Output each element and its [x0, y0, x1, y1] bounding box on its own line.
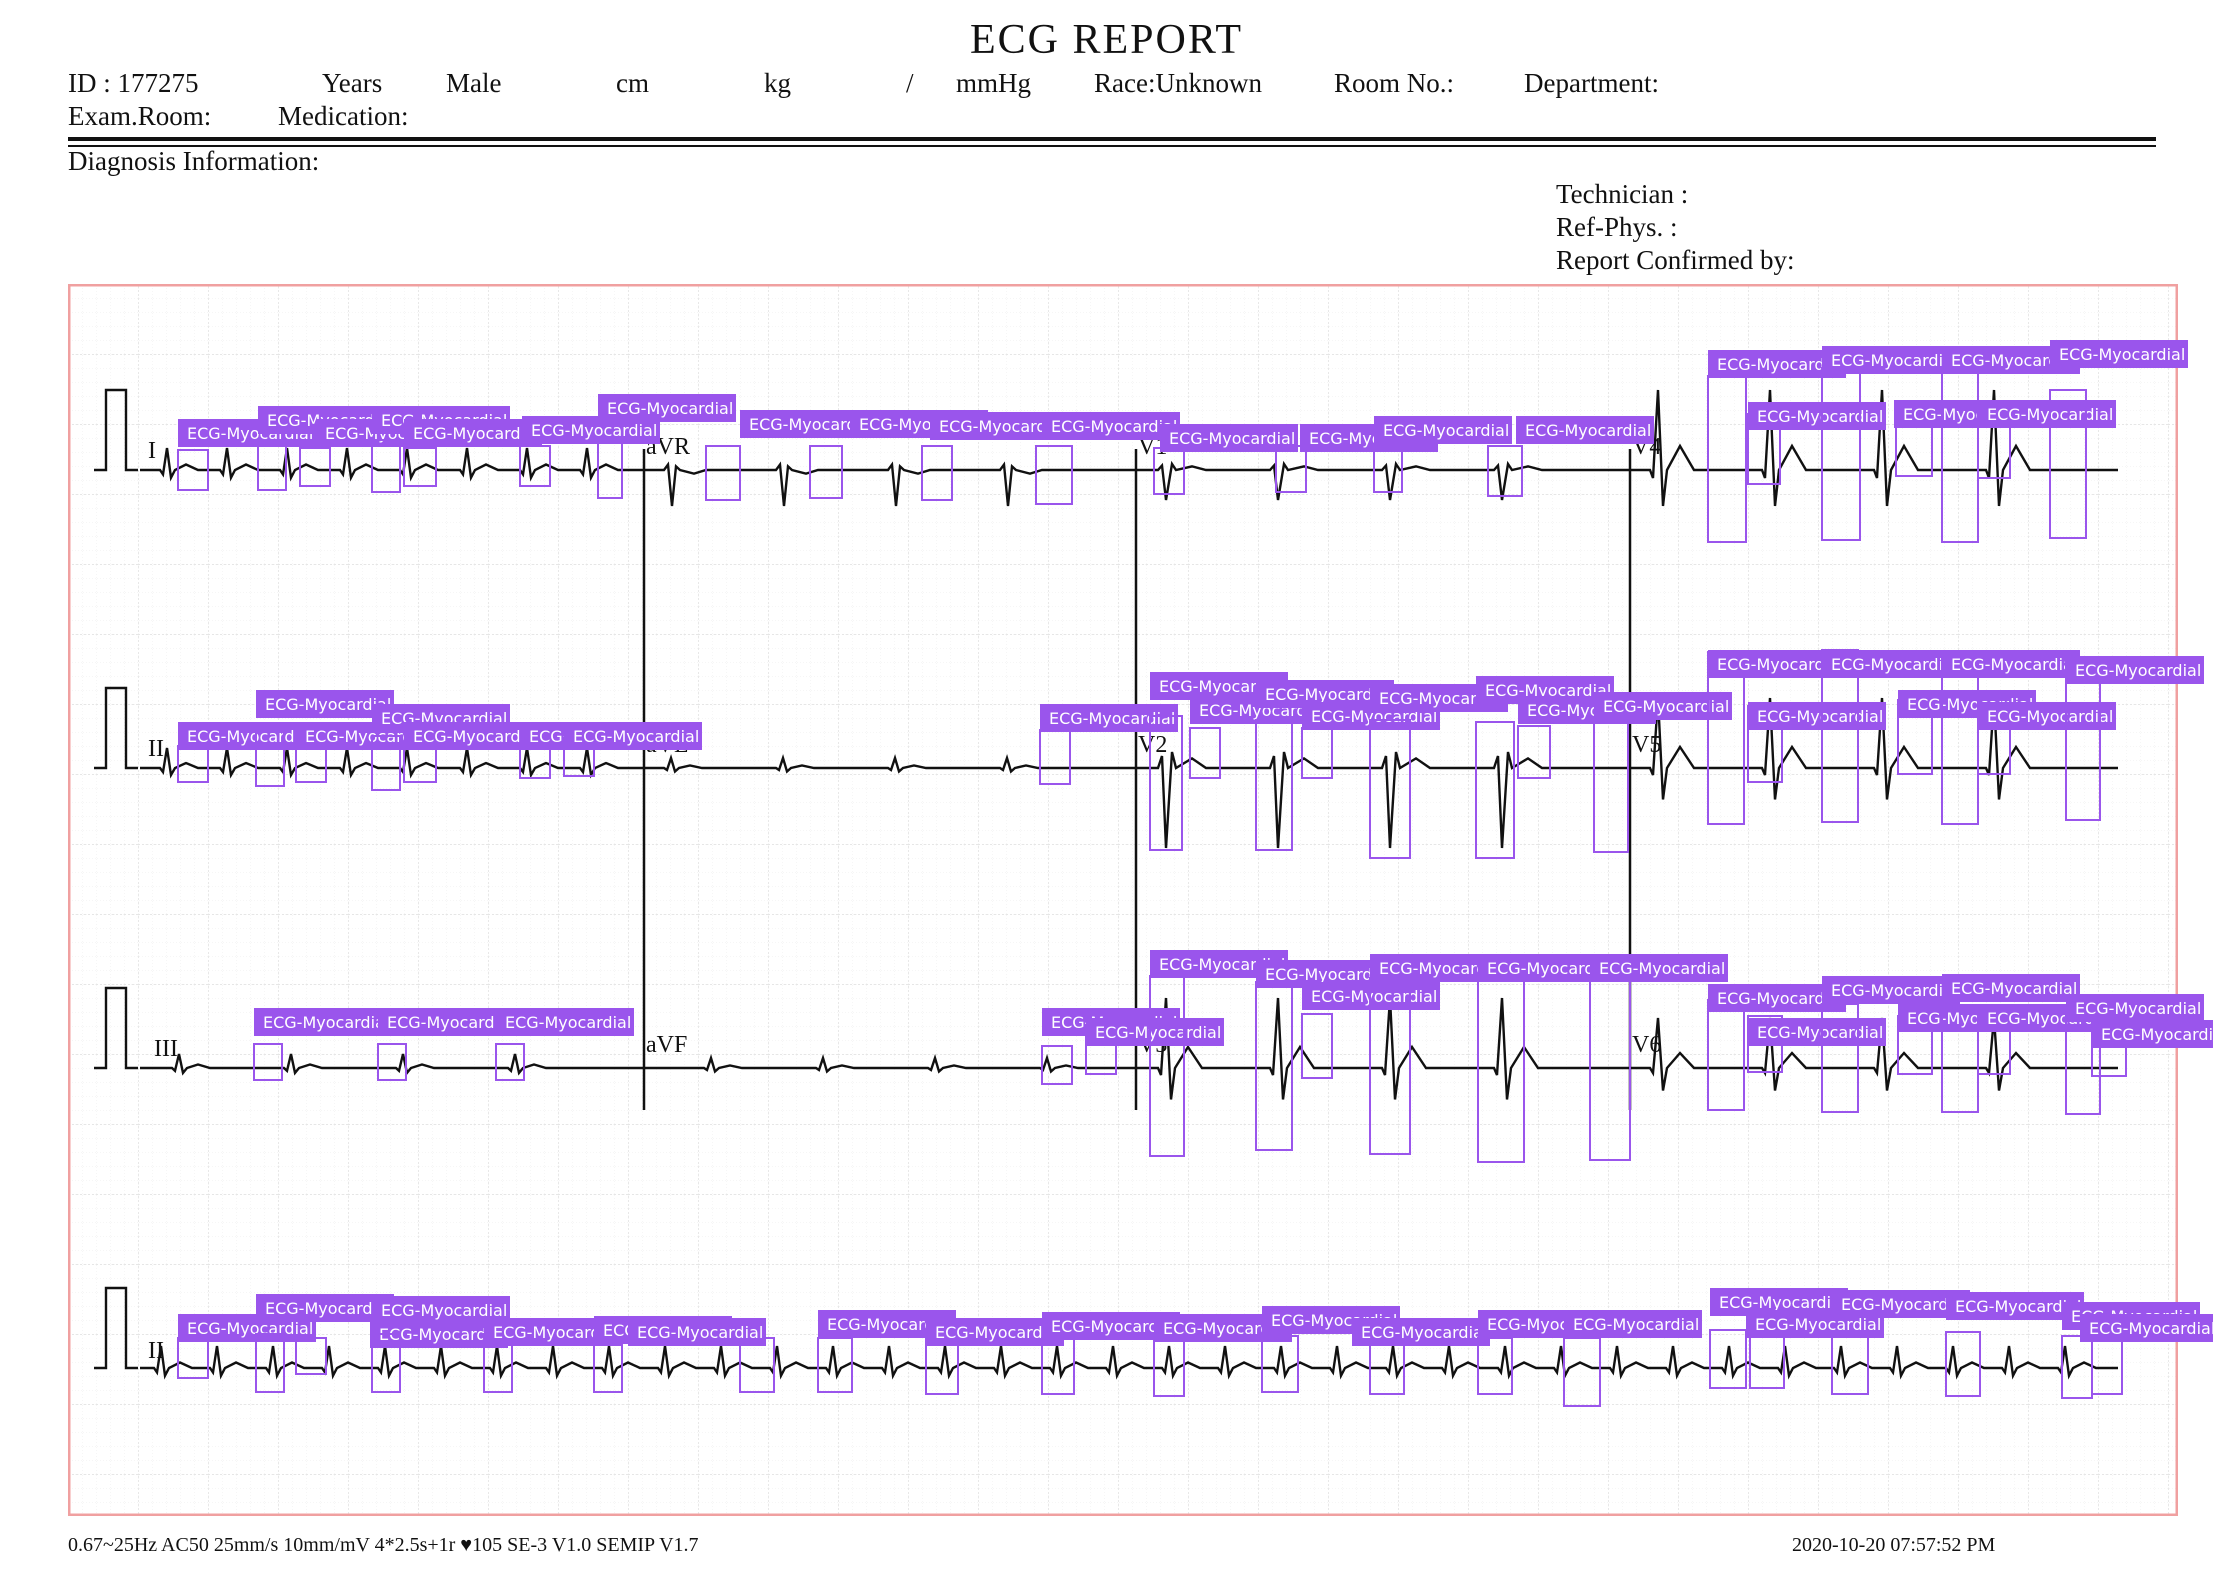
- patient-sex: Male: [446, 68, 502, 98]
- patient-years: Years: [322, 68, 383, 98]
- calibration-pulse: [94, 388, 138, 472]
- header-rule-thick: [68, 137, 2156, 141]
- trace-lead-avr: [644, 461, 1136, 507]
- lead-label-rhythm-ii: II: [148, 1338, 164, 1364]
- lead-label-v2: V2: [1138, 732, 1167, 758]
- lead-label-ii: II: [148, 736, 164, 762]
- acquisition-settings: 0.67~25Hz AC50 25mm/s 10mm/mV 4*2.5s+1r …: [68, 1534, 699, 1556]
- calibration-pulse: [94, 686, 138, 770]
- report-title: ECG REPORT: [969, 17, 1243, 63]
- header-rule-thin: [68, 145, 2156, 147]
- lead-label-v1: V1: [1138, 434, 1167, 460]
- confirmed-by-label: Report Confirmed by:: [1556, 245, 1795, 275]
- lead-label-avl: aVL: [646, 732, 689, 758]
- weight-unit: kg: [764, 68, 791, 98]
- exam-room: Exam.Room:: [68, 101, 212, 131]
- grid-border: [68, 284, 2178, 1516]
- report-datetime: 2020-10-20 07:57:52 PM: [1792, 1534, 1996, 1556]
- calibration-pulse: [94, 1286, 138, 1370]
- medication: Medication:: [278, 101, 409, 131]
- trace-lead-avl: [644, 754, 1136, 774]
- patient-id: ID : 177275: [68, 68, 199, 98]
- lead-label-iii: III: [154, 1036, 178, 1062]
- department: Department:: [1524, 68, 1659, 98]
- lead-label-v3: V3: [1138, 1032, 1167, 1058]
- lead-label-v4: V4: [1632, 434, 1661, 460]
- lead-label-avf: aVF: [646, 1032, 687, 1058]
- lead-label-i: I: [148, 438, 156, 464]
- bp-separator: /: [906, 68, 914, 98]
- height-unit: cm: [616, 68, 649, 98]
- calibration-pulse: [94, 986, 138, 1070]
- bp-unit: mmHg: [956, 68, 1032, 98]
- ecg-grid: I aVR V1 V4 II aVL V2 V5 III aVF V3 V6 I…: [68, 284, 2178, 1516]
- diagnosis-label: Diagnosis Information:: [68, 146, 320, 176]
- technician-label: Technician :: [1556, 179, 1689, 209]
- room-number: Room No.:: [1334, 68, 1455, 98]
- patient-race: Race:Unknown: [1094, 68, 1262, 98]
- lead-label-avr: aVR: [646, 434, 690, 460]
- grid-background: [68, 284, 2178, 1516]
- lead-label-v6: V6: [1632, 1032, 1661, 1058]
- ref-phys-label: Ref-Phys. :: [1556, 212, 1678, 242]
- lead-label-v5: V5: [1632, 732, 1661, 758]
